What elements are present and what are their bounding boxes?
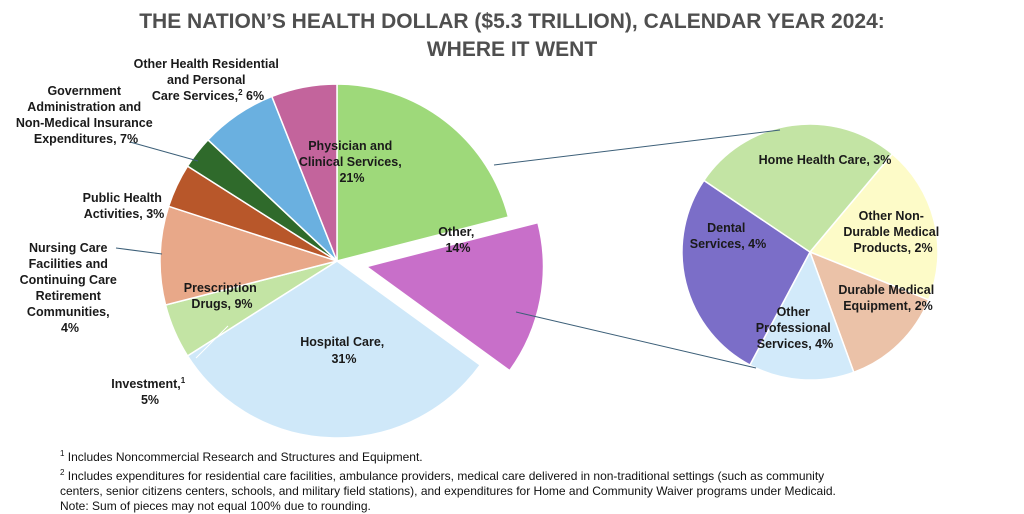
- breakdown-pie: [681, 123, 939, 381]
- label-nursing-care: Nursing Care Facilities and Continuing C…: [20, 241, 121, 335]
- label-home-health-care: Home Health Care, 3%: [759, 153, 892, 167]
- leader-line-nursing: [115, 247, 163, 255]
- slice-physician-and-clinical-services: [336, 83, 510, 262]
- footnote-1: 1 Includes Noncommercial Research and St…: [60, 449, 423, 464]
- label-dental-services: Dental Services, 4%: [690, 221, 766, 251]
- label-government-administration: Government Administration and Non-Medica…: [16, 84, 156, 146]
- labels: Physician and Clinical Services, 21% Oth…: [16, 57, 942, 407]
- label-prescription-drugs: Prescription Drugs, 9%: [184, 281, 260, 311]
- chart-title-line2: WHERE IT WENT: [426, 38, 598, 61]
- slice-prescription-drugs: [159, 205, 340, 306]
- leader-line-government: [129, 141, 199, 162]
- connector-lines: [115, 129, 781, 369]
- label-durable-medical-equipment: Durable Medical Equipment, 2%: [838, 283, 937, 313]
- label-other-health-residential: Other Health Residential and Personal Ca…: [134, 57, 283, 103]
- label-other-non-durable: Other Non- Durable Medical Products, 2%: [843, 209, 942, 255]
- main-pie: [159, 83, 545, 439]
- label-public-health: Public Health Activities, 3%: [83, 191, 166, 221]
- label-hospital-care: Hospital Care, 31%: [300, 335, 388, 366]
- footnote-2: 2 Includes expenditures for residential …: [60, 468, 825, 483]
- footnotes: 1 Includes Noncommercial Research and St…: [60, 446, 960, 514]
- slice-hospital-care: [186, 260, 482, 439]
- breakdown-slice-other-professional-services: [681, 179, 811, 367]
- rounding-note: Note: Sum of pieces may not equal 100% d…: [60, 499, 371, 513]
- slice-other-health-residential-and-personal-care-services: [270, 83, 338, 262]
- breakdown-slice-dental-services: [702, 123, 894, 253]
- slice-other: [364, 221, 545, 372]
- label-investment: Investment,1 5%: [111, 372, 188, 407]
- breakdown-slice-other-non-durable-medical-products: [808, 250, 930, 374]
- label-other-professional-services: Other Professional Services, 4%: [756, 305, 835, 351]
- label-physician: Physician and Clinical Services, 21%: [299, 139, 405, 185]
- breakdown-slice-home-health-care: [808, 152, 939, 301]
- chart-title-line1: THE NATION’S HEALTH DOLLAR ($5.3 TRILLIO…: [139, 10, 885, 33]
- connector-line-top: [493, 129, 781, 166]
- connector-line-bottom: [515, 311, 757, 369]
- footnote-2-continued: centers, senior citizens centers, school…: [60, 484, 836, 498]
- label-other: Other, 14%: [438, 225, 478, 255]
- leader-line-investment: [195, 325, 229, 359]
